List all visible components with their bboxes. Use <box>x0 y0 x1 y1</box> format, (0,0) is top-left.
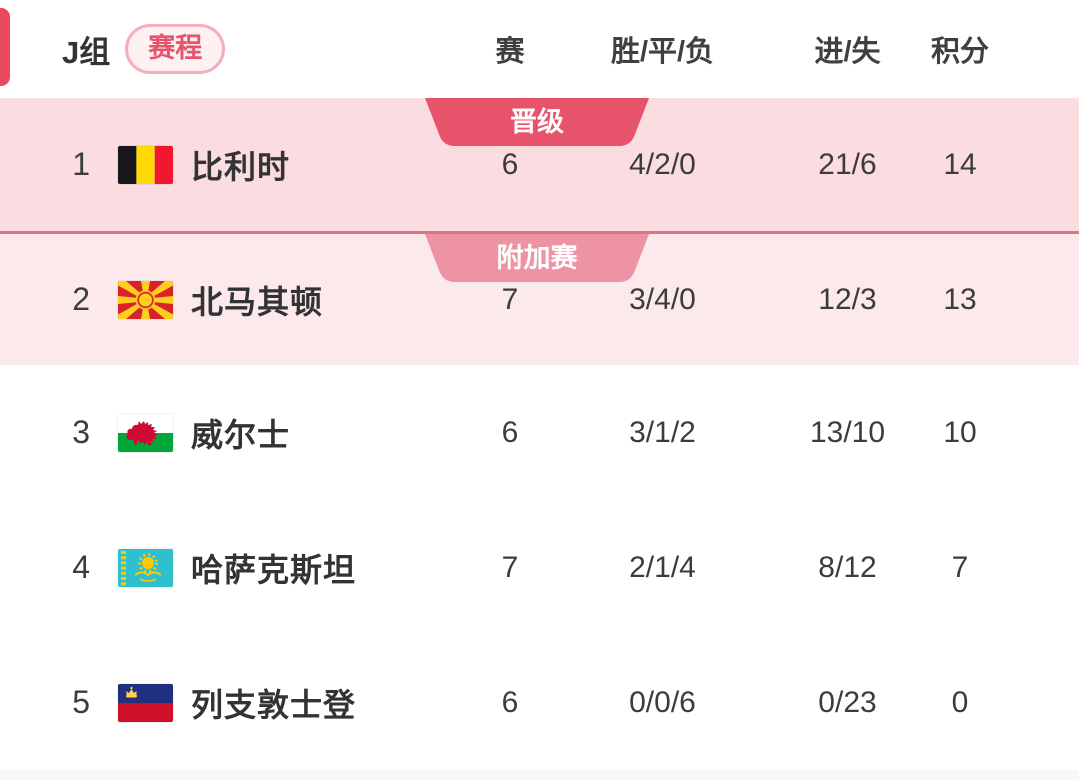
column-header-wdl: 胜/平/负 <box>610 36 715 68</box>
played-value: 7 <box>501 550 519 584</box>
table-row[interactable]: 3 威尔士 6 3/1/2 13/10 10 <box>0 365 1079 500</box>
table-row[interactable]: 附加赛 2 北马其顿 7 <box>0 234 1079 365</box>
points-value: 7 <box>951 550 969 584</box>
goals-value: 0/23 <box>818 685 877 719</box>
column-header-played: 赛 <box>495 36 525 68</box>
played-value: 6 <box>501 685 519 719</box>
schedule-badge[interactable]: 赛程 <box>125 24 226 74</box>
rank-number: 4 <box>72 549 90 585</box>
team-name: 比利时 <box>191 148 291 185</box>
column-header-points: 积分 <box>930 36 989 68</box>
belgium-flag-icon <box>118 145 191 184</box>
rank-number: 3 <box>72 414 90 450</box>
qualified-banner-label: 晋级 <box>510 106 564 137</box>
north-macedonia-flag-icon <box>118 280 191 319</box>
team-name: 哈萨克斯坦 <box>191 551 357 588</box>
rank-number: 5 <box>72 684 90 720</box>
played-value: 6 <box>501 147 519 181</box>
goals-value: 8/12 <box>818 550 877 584</box>
wdl-value: 2/1/4 <box>629 550 696 584</box>
playoff-banner: 附加赛 <box>425 234 649 282</box>
playoff-banner-label: 附加赛 <box>496 242 578 273</box>
accent-bar <box>0 8 10 86</box>
wales-flag-icon <box>118 413 191 452</box>
table-row[interactable]: 4 哈萨克斯坦 7 2/1/4 8/12 7 <box>0 500 1079 635</box>
wdl-value: 3/1/2 <box>629 415 696 449</box>
team-name: 列支敦士登 <box>191 686 357 723</box>
table-row[interactable]: 5 列支敦士登 6 0/0/6 0/23 0 <box>0 635 1079 770</box>
kazakhstan-flag-icon <box>118 548 191 587</box>
group-header: J组 赛程 <box>0 24 445 74</box>
group-title: J组 <box>62 34 111 70</box>
wdl-value: 3/4/0 <box>629 282 696 316</box>
qualified-banner: 晋级 <box>425 98 649 146</box>
played-value: 7 <box>501 282 519 316</box>
wdl-value: 0/0/6 <box>629 685 696 719</box>
liechtenstein-flag-icon <box>118 683 191 722</box>
column-header-goals: 进/失 <box>814 36 881 68</box>
table-row[interactable]: 晋级 1 比利时 6 4/2/0 21/6 14 <box>0 98 1079 234</box>
table-header: J组 赛程 赛 胜/平/负 进/失 积分 <box>0 0 1079 98</box>
goals-value: 12/3 <box>818 282 877 316</box>
team-name: 威尔士 <box>191 416 291 453</box>
played-value: 6 <box>501 415 519 449</box>
wdl-value: 4/2/0 <box>629 147 696 181</box>
points-value: 14 <box>943 147 977 181</box>
points-value: 0 <box>951 685 969 719</box>
goals-value: 21/6 <box>818 147 877 181</box>
points-value: 10 <box>943 415 977 449</box>
points-value: 13 <box>943 282 977 316</box>
bottom-divider <box>0 770 1079 780</box>
goals-value: 13/10 <box>809 415 886 449</box>
team-name: 北马其顿 <box>191 283 324 320</box>
rank-number: 1 <box>72 146 90 182</box>
rank-number: 2 <box>72 281 90 317</box>
